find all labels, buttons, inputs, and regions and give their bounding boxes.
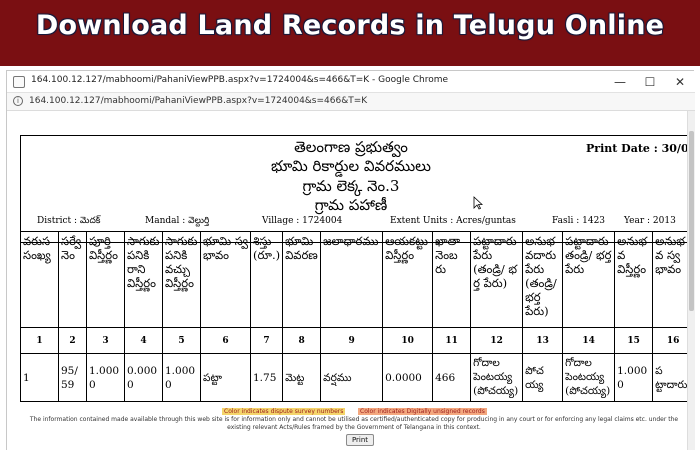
meta-district: District : మెదక్ xyxy=(37,216,101,226)
column-number: 3 xyxy=(86,327,125,354)
column-number: 11 xyxy=(432,327,472,354)
meta-mandal: Mandal : వెల్దుర్తి xyxy=(145,216,210,226)
column-header: భూమి స్వభావం xyxy=(200,231,251,328)
column-number: 8 xyxy=(282,327,322,354)
column-header: సర్వే నెం xyxy=(58,231,87,328)
page-content: తెలంగాణ ప్రభుత్వం భూమి రికార్డుల వివరముల… xyxy=(7,111,695,450)
column-header: అనుభవ స్వభావం xyxy=(652,231,695,328)
table-row: 1 95/59 1.0000 0.0000 1.0000 పట్టా 1.75 … xyxy=(20,353,695,402)
table-cell: మెట్ట xyxy=(282,353,322,402)
print-button[interactable]: Print xyxy=(346,434,374,446)
info-icon[interactable]: i xyxy=(13,96,23,106)
column-header: భూమి వివరణ xyxy=(282,231,322,328)
table-cell: 1.0000 xyxy=(614,353,654,402)
report-land-records-title: భూమి రికార్డుల వివరములు xyxy=(271,157,431,175)
column-number: 1 xyxy=(20,327,59,354)
column-number: 10 xyxy=(382,327,434,354)
column-number: 9 xyxy=(320,327,384,354)
unsigned-legend: Color indicates Digitally unsigned recor… xyxy=(358,408,487,415)
browser-window: 164.100.12.127/mabhoomi/PahaniViewPPB.as… xyxy=(6,70,695,450)
table-cell: 95/59 xyxy=(58,353,87,402)
column-header: శిస్తు (రూ.) xyxy=(249,231,284,328)
dispute-legend: Color indicates dispute survey numbers xyxy=(222,408,346,415)
column-header: సాగుకు పనికి వచ్చు విస్తీర్ణం xyxy=(162,231,201,328)
table-cell: పట్టా xyxy=(200,353,251,402)
meta-fasli: Fasli : 1423 xyxy=(552,216,606,226)
table-column-number-row: 1 2 3 4 5 6 7 8 9 10 11 12 13 14 15 16 xyxy=(20,327,695,354)
banner-title: Download Land Records in Telugu Online xyxy=(35,10,665,41)
table-header-row: వరుస సంఖ్య సర్వే నెం పూర్తి విస్తీర్ణం స… xyxy=(20,231,695,328)
page-icon xyxy=(13,76,25,88)
table-cell: గోదాల పెంటయ్య (పోచయ్య) xyxy=(562,353,616,402)
table-cell: 1 xyxy=(20,353,59,402)
minimize-icon[interactable]: — xyxy=(614,75,626,89)
print-date: Print Date : 30/04/2018 xyxy=(586,142,695,155)
window-title: 164.100.12.127/mabhoomi/PahaniViewPPB.as… xyxy=(31,75,449,85)
meta-village: Village : 1724004 xyxy=(262,216,343,226)
column-number: 13 xyxy=(522,327,564,354)
table-cell: 1.0000 xyxy=(86,353,125,402)
table-cell: 466 xyxy=(432,353,472,402)
column-number: 15 xyxy=(614,327,654,354)
table-cell: 0.0000 xyxy=(382,353,434,402)
report-pahani-title: గ్రామ పహాణీ xyxy=(314,196,388,214)
table-cell: 1.75 xyxy=(249,353,284,402)
pahani-table: వరుస సంఖ్య సర్వే నెం పూర్తి విస్తీర్ణం స… xyxy=(20,231,695,402)
vertical-scrollbar[interactable] xyxy=(687,111,695,450)
column-number: 14 xyxy=(562,327,616,354)
column-header: పట్టాదారు తండ్రి/ భర్త పేరు xyxy=(562,231,616,328)
column-number: 5 xyxy=(162,327,201,354)
close-icon[interactable]: ✕ xyxy=(674,75,686,89)
column-header: అనుభవ విస్తీర్ణం xyxy=(614,231,654,328)
browser-titlebar[interactable]: 164.100.12.127/mabhoomi/PahaniViewPPB.as… xyxy=(7,71,695,93)
report-govt-title: తెలంగాణ ప్రభుత్వం xyxy=(294,138,408,156)
column-header: పట్టాదారు పేరు (తండ్రి/ భర్త పేరు) xyxy=(470,231,524,328)
table-cell: 1.0000 xyxy=(162,353,201,402)
scrollbar-thumb[interactable] xyxy=(689,131,694,311)
address-url[interactable]: 164.100.12.127/mabhoomi/PahaniViewPPB.as… xyxy=(29,96,368,106)
column-header: ఖాతా నెంబరు xyxy=(432,231,472,328)
maximize-icon[interactable]: ☐ xyxy=(644,75,656,89)
report-header-box: తెలంగాణ ప్రభుత్వం భూమి రికార్డుల వివరముల… xyxy=(20,135,695,243)
column-header: ఆయకట్టు విస్తీర్ణం xyxy=(382,231,434,328)
column-header: అనుభవదారు పేరు (తండ్రి/ భర్త పేరు) xyxy=(522,231,564,328)
column-header: వరుస సంఖ్య xyxy=(20,231,59,328)
column-number: 7 xyxy=(249,327,284,354)
banner: Download Land Records in Telugu Online xyxy=(0,0,700,66)
meta-extent-units: Extent Units : Acres/guntas xyxy=(390,216,516,226)
meta-year: Year : 2013 xyxy=(624,216,676,226)
column-header: పూర్తి విస్తీర్ణం xyxy=(86,231,125,328)
table-cell: వర్షము xyxy=(320,353,384,402)
column-number: 2 xyxy=(58,327,87,354)
disclaimer-text: The information contained made available… xyxy=(29,416,679,431)
table-cell: 0.0000 xyxy=(124,353,163,402)
report-village-account-title: గ్రామ లెక్క నెం.3 xyxy=(302,177,400,195)
column-header: సాగుకు పనికి రాని విస్తీర్ణం xyxy=(124,231,163,328)
column-number: 12 xyxy=(470,327,524,354)
table-cell: పోచయ్య xyxy=(522,353,564,402)
column-header: జలాధారము xyxy=(320,231,384,328)
column-number: 6 xyxy=(200,327,251,354)
table-cell: గోదాల పెంటయ్య (పోచయ్య) xyxy=(470,353,524,402)
address-bar[interactable]: i 164.100.12.127/mabhoomi/PahaniViewPPB.… xyxy=(7,93,695,111)
mouse-cursor-icon xyxy=(473,196,483,210)
column-number: 4 xyxy=(124,327,163,354)
